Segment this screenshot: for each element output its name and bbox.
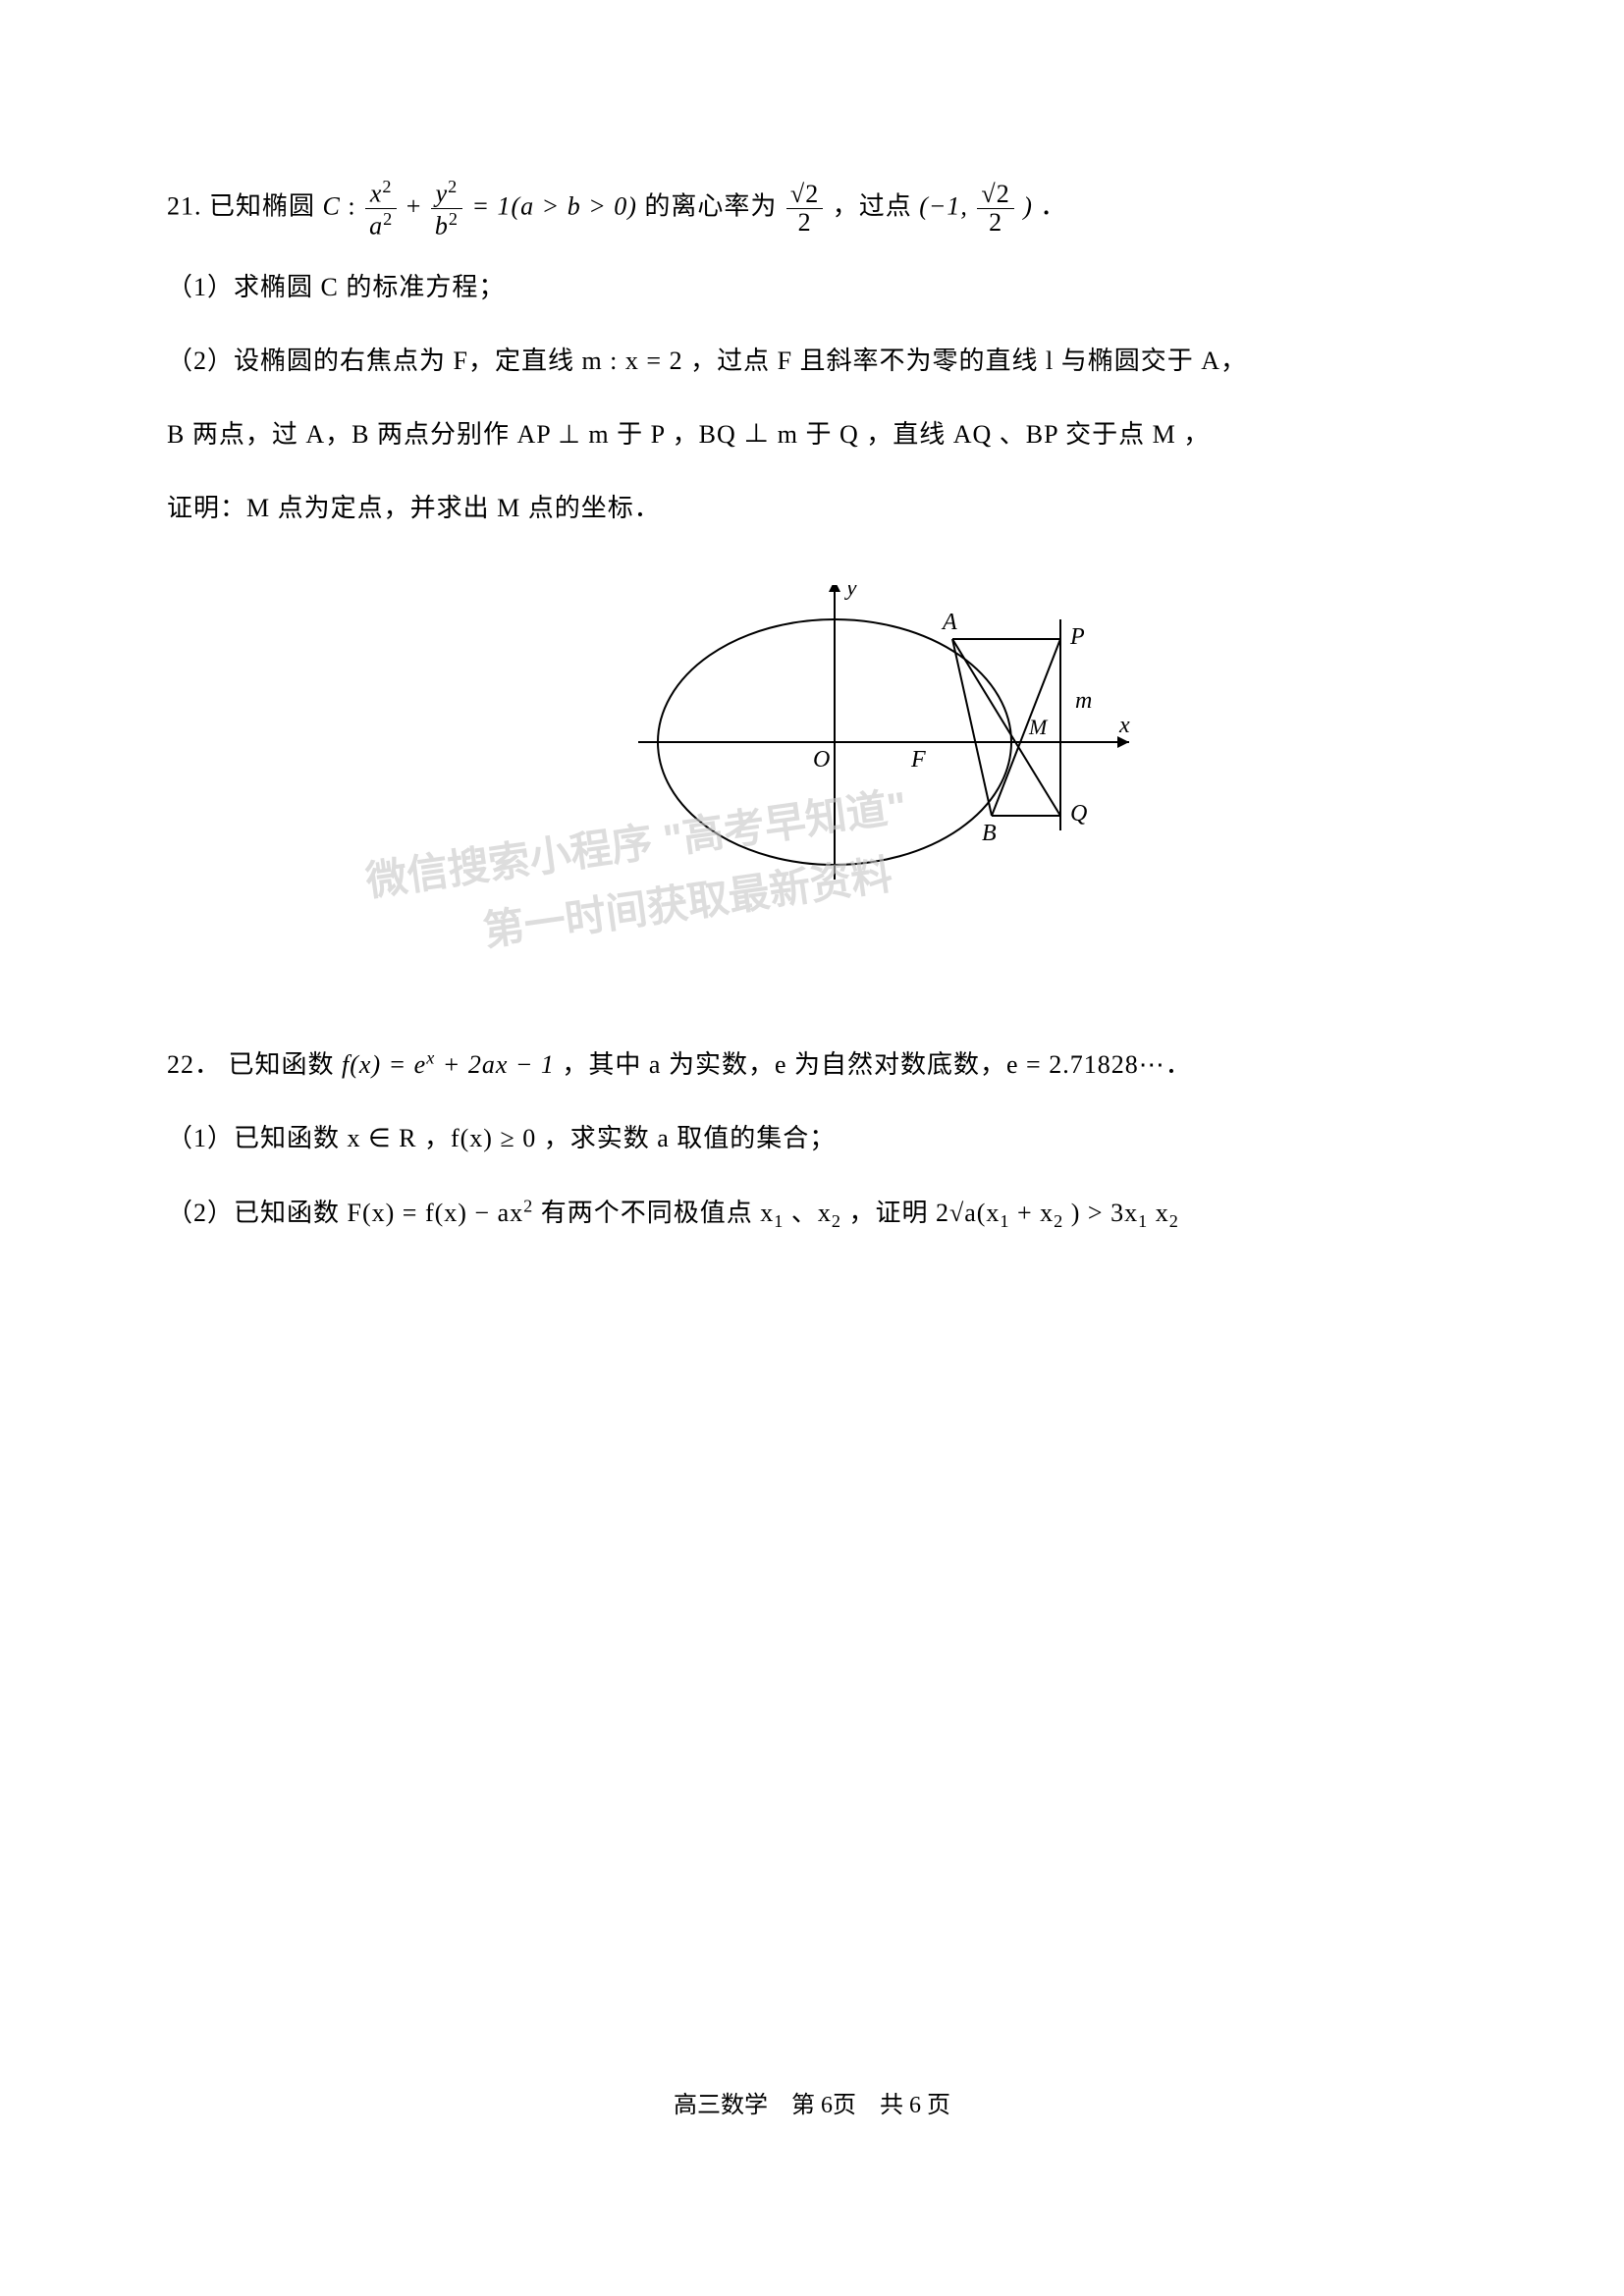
eq-text: = 1(a > b > 0)	[471, 192, 636, 221]
label-B: B	[982, 821, 997, 846]
fraction-1: x2 a2	[365, 177, 397, 241]
frac4-den: 2	[977, 209, 1013, 238]
frac3-num: √2	[786, 181, 823, 210]
sub2-p3: 、x	[791, 1199, 832, 1227]
sup-x: x	[426, 1048, 435, 1068]
problem-21-sub1: （1）求椭圆 C 的标准方程；	[167, 259, 1457, 315]
line-BP	[992, 639, 1060, 816]
problem-22-text3: ，其中 a 为实数，e 为自然对数底数，e = 2.71828⋯．	[562, 1050, 1191, 1079]
frac2-den: b2	[431, 209, 462, 240]
plus: +	[406, 192, 422, 221]
problem-22-main: 22． 已知函数 f(x) = ex + 2ax − 1 ，其中 a 为实数，e…	[167, 1037, 1457, 1093]
label-P: P	[1069, 624, 1085, 650]
page-content: 21. 已知椭圆 C : x2 a2 + y2 b2 = 1(a > b > 0…	[0, 0, 1624, 1241]
diagram-svg: y x O F A P B Q M m	[638, 585, 1227, 958]
frac4-num: √2	[977, 181, 1013, 210]
sub2-s2: 2	[832, 1211, 841, 1231]
page-footer: 高三数学 第 6页 共 6 页	[0, 2085, 1624, 2119]
fraction-4: √2 2	[977, 181, 1013, 238]
sub2-p6: ) > 3x	[1071, 1199, 1138, 1227]
problem-21-sub2-line2: B 两点，过 A，B 两点分别作 AP ⊥ m 于 P ，BQ ⊥ m 于 Q …	[167, 406, 1457, 462]
label-A: A	[941, 610, 957, 635]
fraction-2: y2 b2	[431, 177, 462, 241]
problem-22-number: 22．	[167, 1050, 221, 1079]
sub2-s1: 1	[774, 1211, 784, 1231]
problem-22-sub2: （2）已知函数 F(x) = f(x) − ax2 有两个不同极值点 x1 、x…	[167, 1185, 1457, 1241]
frac3-den: 2	[786, 209, 823, 238]
math-C: C	[323, 192, 341, 221]
problem-21-text1: 已知椭圆	[209, 192, 315, 221]
sub2-sup: 2	[523, 1196, 533, 1215]
problem-22: 22． 已知函数 f(x) = ex + 2ax − 1 ，其中 a 为实数，e…	[167, 1037, 1457, 1241]
sub2-s4: 2	[1054, 1211, 1063, 1231]
colon: :	[348, 192, 355, 221]
label-Q: Q	[1070, 801, 1087, 827]
problem-21-number: 21.	[167, 192, 202, 221]
sub2-p7: x	[1156, 1199, 1169, 1227]
fraction-3: √2 2	[786, 181, 823, 238]
point-close: )	[1023, 192, 1033, 221]
sub2-s6: 2	[1169, 1211, 1179, 1231]
label-M: M	[1028, 715, 1049, 739]
frac2-num: y2	[431, 177, 462, 209]
label-F: F	[910, 747, 926, 773]
sub2-p2: 有两个不同极值点 x	[541, 1199, 775, 1227]
text3: ，过点	[833, 192, 912, 221]
fx-expr: f(x) = e	[342, 1050, 426, 1079]
fx-rest: + 2ax − 1	[443, 1050, 555, 1079]
sub2-p5: + x	[1017, 1199, 1054, 1227]
problem-21-sub2-line3: 证明：M 点为定点，并求出 M 点的坐标．	[167, 480, 1457, 536]
ellipse-diagram: y x O F A P B Q M m 微信搜索小程序 "高考早知道" 第一时间…	[638, 585, 1227, 958]
problem-21-main: 21. 已知椭圆 C : x2 a2 + y2 b2 = 1(a > b > 0…	[167, 177, 1457, 241]
period: ．	[1040, 192, 1066, 221]
problem-21-sub2-line1: （2）设椭圆的右焦点为 F，定直线 m : x = 2 ，过点 F 且斜率不为零…	[167, 333, 1457, 389]
label-O: O	[813, 747, 830, 773]
problem-22-sub1: （1）已知函数 x ∈ R ，f(x) ≥ 0 ，求实数 a 取值的集合；	[167, 1110, 1457, 1166]
point-open: (−1,	[919, 192, 968, 221]
label-m: m	[1075, 688, 1092, 714]
label-x: x	[1118, 713, 1130, 738]
problem-21: 21. 已知椭圆 C : x2 a2 + y2 b2 = 1(a > b > 0…	[167, 177, 1457, 536]
sub2-p4: ，证明 2√a(x	[848, 1199, 1000, 1227]
text2: 的离心率为	[644, 192, 777, 221]
y-axis-arrow	[829, 585, 840, 592]
label-y: y	[844, 585, 857, 601]
frac1-num: x2	[365, 177, 397, 209]
sub2-s3: 1	[1000, 1211, 1009, 1231]
problem-22-text1: 已知函数	[229, 1050, 335, 1079]
sub2-s5: 1	[1138, 1211, 1148, 1231]
frac1-den: a2	[365, 209, 397, 240]
sub2-p1: （2）已知函数 F(x) = f(x) − ax	[167, 1199, 523, 1227]
